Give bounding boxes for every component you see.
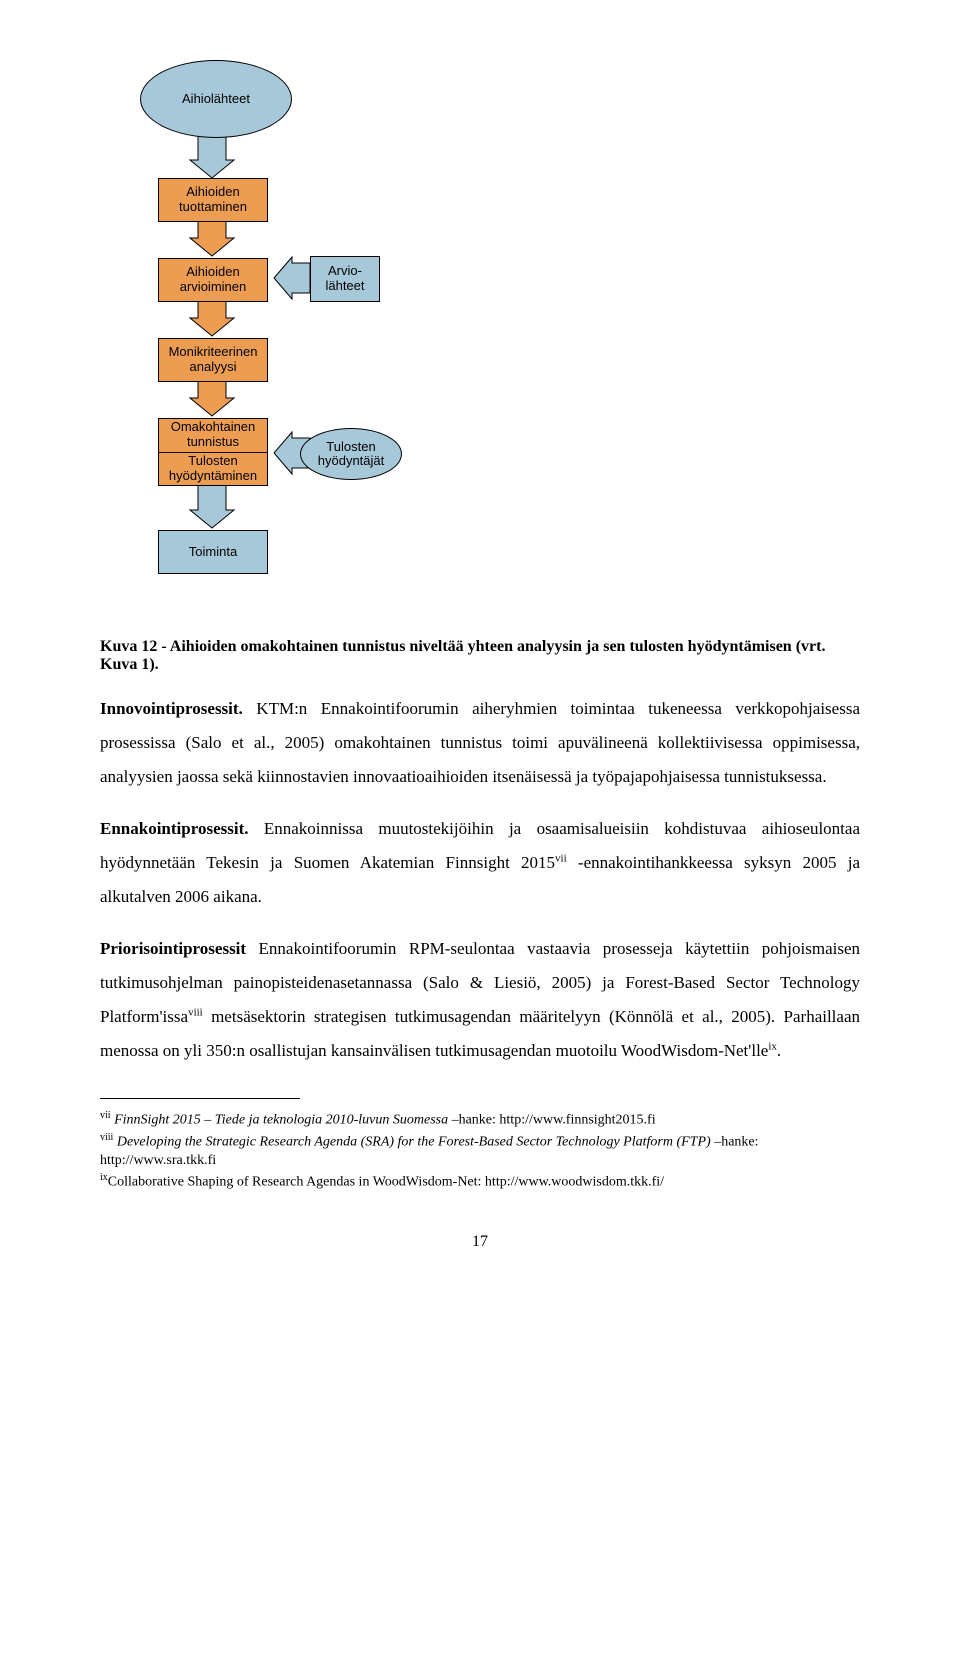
paragraph-priorisointi: Priorisointiprosessit Ennakointifoorumin… — [100, 932, 860, 1068]
para-lead: Innovointiprosessit. — [100, 699, 243, 718]
footnote-viii: viii Developing the Strategic Research A… — [100, 1131, 860, 1171]
node-aihioiden-arvioiminen: Aihioiden arvioiminen — [158, 258, 268, 302]
para-text-c: . — [777, 1041, 781, 1060]
node-monikriteerinen: Monikriteerinen analyysi — [158, 338, 268, 382]
node-label: Aihioiden arvioiminen — [180, 265, 246, 295]
node-label-bottom: Tulosten hyödyntäminen — [159, 453, 267, 486]
footnote-ix: ixCollaborative Shaping of Research Agen… — [100, 1171, 860, 1193]
node-label: Toiminta — [189, 545, 237, 560]
figure-caption: Kuva 12 - Aihioiden omakohtainen tunnist… — [100, 638, 860, 674]
footnote-rest: Collaborative Shaping of Research Agenda… — [108, 1175, 664, 1190]
footnote-mark: vii — [100, 1110, 111, 1121]
footnote-rest: –hanke: http://www.finnsight2015.fi — [448, 1113, 656, 1128]
footnote-mark: ix — [100, 1172, 108, 1183]
node-label: Aihioiden tuottaminen — [179, 185, 247, 215]
footnote-ref: ix — [768, 1040, 777, 1052]
page-number: 17 — [100, 1233, 860, 1251]
para-lead: Ennakointiprosessit. — [100, 819, 248, 838]
node-tulosten-hyodyntajat: Tulosten hyödyntäjät — [300, 428, 402, 480]
para-text-b: metsäsektorin strategisen tutkimusagenda… — [100, 1007, 860, 1060]
para-lead: Priorisointiprosessit — [100, 939, 246, 958]
footnote-separator — [100, 1098, 300, 1099]
paragraph-innovointi: Innovointiprosessit. KTM:n Ennakointifoo… — [100, 692, 860, 794]
node-omakohtainen: Omakohtainen tunnistus Tulosten hyödyntä… — [158, 418, 268, 486]
footnote-italic: Developing the Strategic Research Agenda… — [117, 1134, 711, 1149]
flowchart: Aihiolähteet Aihioiden tuottaminen Aihio… — [120, 60, 480, 620]
node-label: Aihiolähteet — [182, 92, 250, 106]
node-arviolahteet: Arvio- lähteet — [310, 256, 380, 302]
node-label-top: Omakohtainen tunnistus — [159, 419, 267, 452]
paragraph-ennakointi: Ennakointiprosessit. Ennakoinnissa muuto… — [100, 812, 860, 914]
node-toiminta: Toiminta — [158, 530, 268, 574]
node-label: Monikriteerinen analyysi — [169, 345, 258, 375]
node-label: Arvio- lähteet — [325, 264, 364, 294]
footnote-vii: vii FinnSight 2015 – Tiede ja teknologia… — [100, 1109, 860, 1131]
node-aihioiden-tuottaminen: Aihioiden tuottaminen — [158, 178, 268, 222]
node-label: Tulosten hyödyntäjät — [318, 440, 385, 469]
footnote-italic: FinnSight 2015 – Tiede ja teknologia 201… — [114, 1113, 448, 1128]
footnote-ref: vii — [555, 852, 567, 864]
footnote-ref: viii — [188, 1006, 203, 1018]
footnote-mark: viii — [100, 1132, 113, 1143]
node-aihiolahteet: Aihiolähteet — [140, 60, 292, 138]
